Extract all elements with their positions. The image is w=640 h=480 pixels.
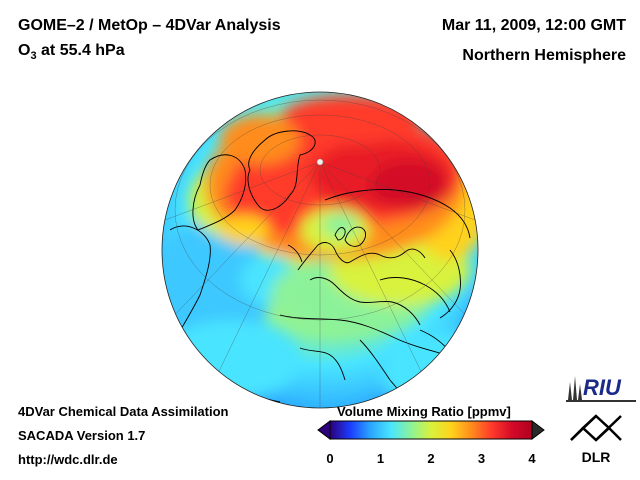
region-label: Northern Hemisphere [462,47,626,64]
colorbar-tick-4: 4 [528,451,536,466]
north-pole-marker [316,158,324,166]
colorbar-title: Volume Mixing Ratio [ppmv] [337,404,511,419]
ozone-field [162,95,478,408]
pressure-level: at 55.4 hPa [36,42,125,59]
footer-line-2: SACADA Version 1.7 [18,428,146,443]
map-title: GOME–2 / MetOp – 4DVar Analysis [18,17,281,34]
greenland-outline [247,130,316,211]
colorbar-tick-3: 3 [477,451,486,466]
species-symbol: O [18,42,31,59]
dlr-logo: DLR [570,414,622,465]
species-level-label: O3 at 55.4 hPa [18,42,125,62]
colorbar-tick-0: 0 [326,451,334,466]
graticule [164,99,476,408]
riu-logo-text: RIU [583,375,622,400]
dlr-logo-text: DLR [582,449,611,465]
colorbar-tick-1: 1 [376,451,385,466]
analysis-date: Mar 11, 2009, 12:00 GMT [441,17,626,34]
footer-line-1: 4DVar Chemical Data Assimilation [18,404,229,419]
globe-outline [161,91,479,409]
colorbar-tick-2: 2 [427,451,435,466]
colorbar [317,420,545,440]
colorbar-bar [329,420,533,440]
globe-map [161,91,479,409]
riu-logo: RIU [566,375,636,402]
colorbar-max-arrow [531,420,545,440]
footer-url: http://wdc.dlr.de [18,452,118,467]
colorbar-min-arrow [317,420,331,440]
species-subscript: 3 [30,50,37,63]
